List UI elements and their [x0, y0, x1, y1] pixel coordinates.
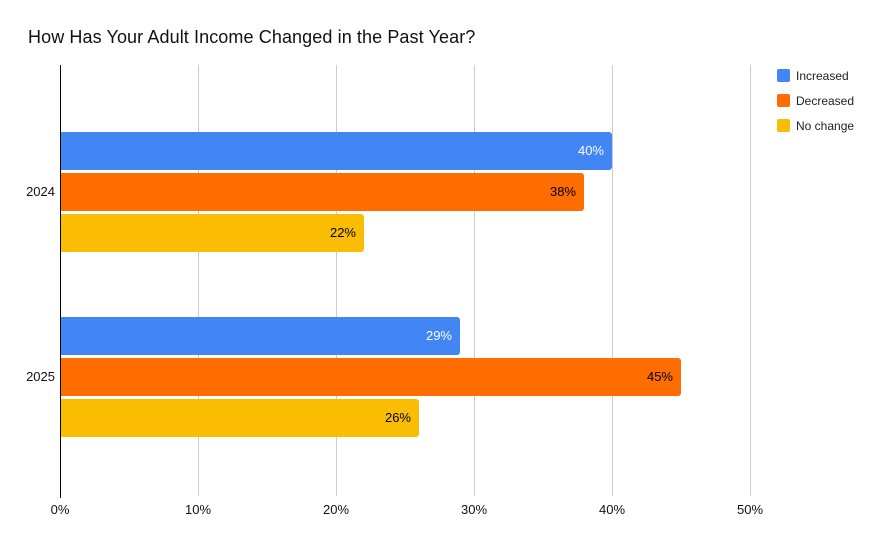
bar-value-label: 22% [329, 225, 356, 240]
gridline-40 [612, 65, 613, 496]
bar-2025-increased[interactable]: 29% [61, 317, 460, 355]
legend-label-decreased: Decreased [796, 93, 855, 108]
legend: Increased Decreased No change [777, 63, 854, 138]
x-tick-label-50%: 50% [736, 502, 764, 517]
gridline-50 [750, 65, 751, 496]
x-tick-label-0%: 0% [50, 502, 70, 517]
bar-value-label: 38% [549, 184, 576, 199]
gridline-20 [336, 65, 337, 496]
bar-2024-decreased[interactable]: 38% [61, 173, 584, 211]
legend-swatch-increased-icon [777, 69, 790, 82]
chart-title: How Has Your Adult Income Changed in the… [28, 27, 476, 47]
bar-value-label: 40% [577, 143, 604, 158]
x-tick-label-30%: 30% [460, 502, 488, 517]
legend-item-no-change[interactable]: No change [777, 113, 854, 138]
category-label-2025: 2025 [26, 369, 55, 384]
y-axis-line [60, 65, 61, 498]
legend-label-increased: Increased [796, 68, 849, 83]
gridline-30 [474, 65, 475, 496]
legend-item-increased[interactable]: Increased [777, 63, 854, 88]
bar-value-label: 29% [425, 328, 452, 343]
bar-2024-no-change[interactable]: 22% [61, 214, 364, 252]
x-tick-label-40%: 40% [598, 502, 626, 517]
legend-swatch-decreased-icon [777, 94, 790, 107]
legend-label-no-change: No change [796, 118, 855, 133]
bar-2025-decreased[interactable]: 45% [61, 358, 681, 396]
category-label-2024: 2024 [26, 184, 55, 199]
bar-value-label: 26% [384, 410, 411, 425]
x-tick-label-10%: 10% [184, 502, 212, 517]
legend-item-decreased[interactable]: Decreased [777, 88, 854, 113]
bar-value-label: 45% [646, 369, 673, 384]
x-tick-label-20%: 20% [322, 502, 350, 517]
bar-2025-no-change[interactable]: 26% [61, 399, 419, 437]
legend-swatch-no-change-icon [777, 119, 790, 132]
bar-2024-increased[interactable]: 40% [61, 132, 612, 170]
gridline-10 [198, 65, 199, 496]
